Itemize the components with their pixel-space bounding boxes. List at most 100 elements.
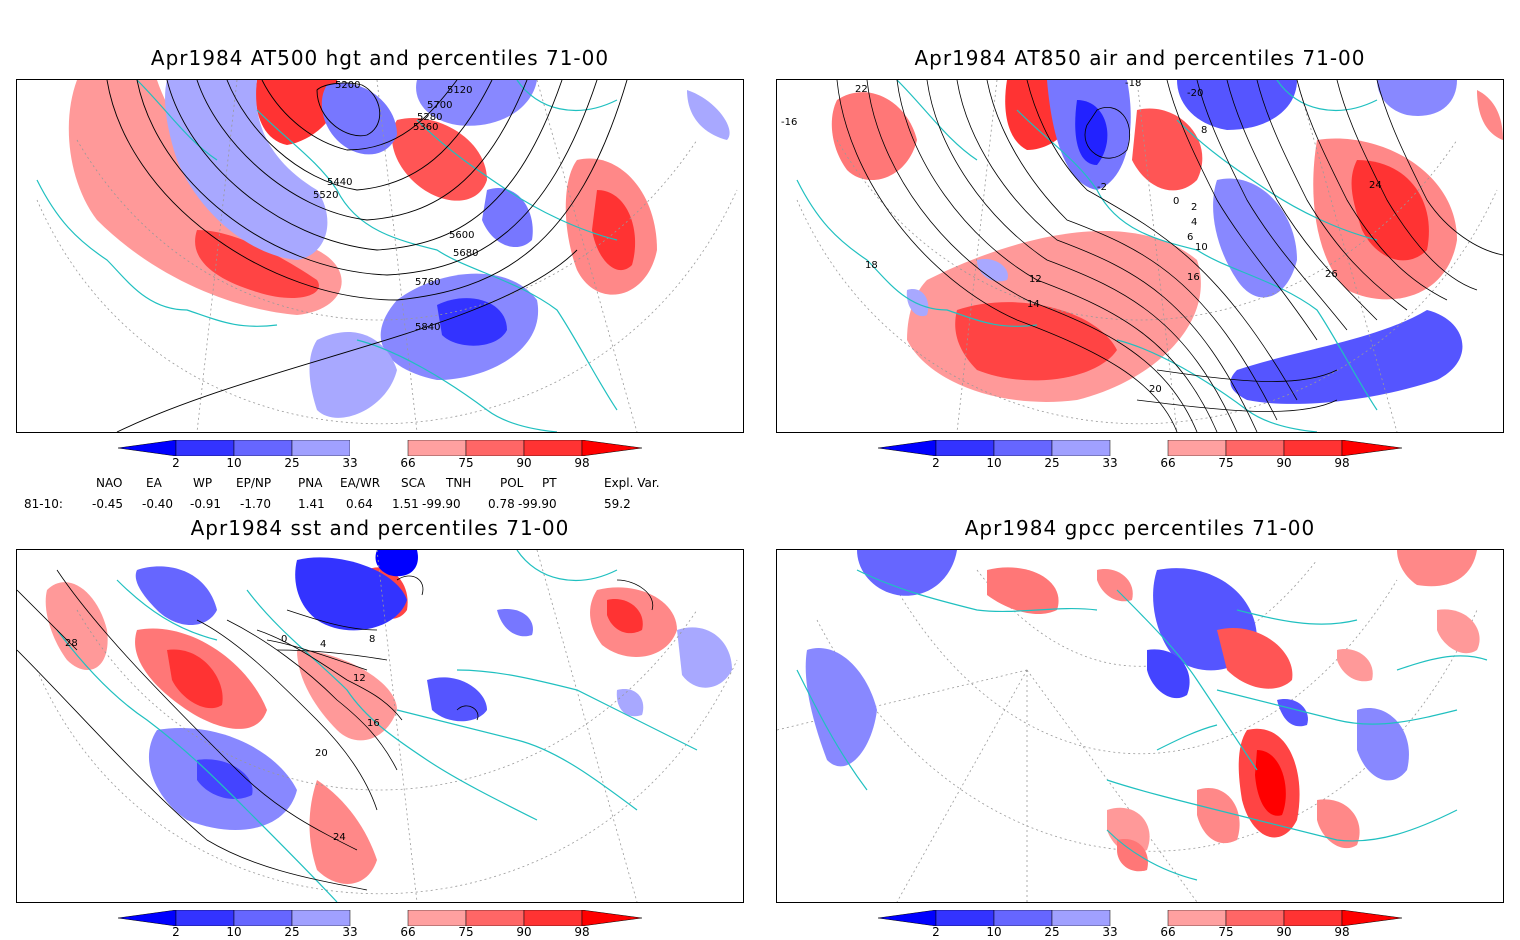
contour-label: 2 [1191,202,1197,213]
contour-label: 16 [367,718,380,729]
contour-label: 5440 [327,177,352,188]
contour-label: 4 [1191,217,1197,228]
contour-label: -2 [1097,182,1107,193]
contour-labels: 5120 5200 5280 5360 5440 5520 5600 5680 … [313,80,478,333]
contour-labels: 0 4 8 12 16 20 24 28 [65,634,380,843]
index-value: -99.90 [518,497,557,511]
colorbar-label: 2 [172,456,180,470]
contour-label: 12 [353,673,366,684]
colorbar-swatches [877,439,1403,457]
contour-label: 24 [1369,180,1382,191]
contour-label: 20 [315,748,328,759]
index-header: NAO [96,476,123,490]
map-panel-hgt500: 5120 5200 5280 5360 5440 5520 5600 5680 … [16,79,744,433]
colorbar-label: 75 [458,925,474,939]
index-header: PT [542,476,557,490]
index-value: -99.90 [422,497,461,511]
contour-label: 5840 [415,322,440,333]
contour-label: 18 [865,260,878,271]
panel-title-sst: Apr1984 sst and percentiles 71-00 [190,516,570,540]
panel-title-air850: Apr1984 AT850 air and percentiles 71-00 [914,46,1366,70]
colorbar-label: 33 [1102,456,1118,470]
contour-label: 5600 [449,230,474,241]
map-panel-gpcc [776,549,1504,903]
index-value: 0.78 [488,497,515,511]
temperature-contours [836,80,1503,432]
contour-label: 12 [1029,274,1042,285]
contour-label: 24 [333,832,346,843]
index-header: EA [146,476,162,490]
contour-label: 5280 [417,112,442,123]
colorbar-label: 25 [1044,925,1060,939]
colorbar-air850: 2 10 25 33 66 75 90 98 [877,439,1403,474]
contour-label: 5680 [453,248,478,259]
colorbar-label: 90 [516,925,532,939]
height-contours [106,80,628,432]
colorbar-label: 90 [1276,925,1292,939]
index-header: WP [193,476,213,490]
sst-contours [17,569,654,891]
colorbar-swatches [117,439,643,457]
contour-label: 8 [369,634,375,645]
colorbar-label: 98 [1334,456,1350,470]
index-value: -0.91 [190,497,222,511]
colorbar-label: 75 [1218,456,1234,470]
index-value: 1.41 [298,497,325,511]
index-row-label: 81-10: [24,497,63,511]
graticule [36,80,738,432]
colorbar-label: 90 [1276,456,1292,470]
colorbar-label: 2 [172,925,180,939]
coastlines [56,550,698,902]
colorbar-label: 10 [226,925,242,939]
colorbar-label: 90 [516,456,532,470]
contour-label: 4 [320,639,326,650]
anomaly-shading [45,550,732,884]
colorbar-label: 98 [574,925,590,939]
contour-label: 28 [65,638,78,649]
colorbar-label: 25 [284,456,300,470]
index-header: EA/WR [340,476,381,490]
contour-label: 5120 [447,85,472,96]
contour-label: 5700 [427,100,452,111]
contour-label: 10 [1195,242,1208,253]
contour-label: 14 [1027,299,1040,310]
colorbar-label: 10 [986,456,1002,470]
index-value: -0.45 [92,497,124,511]
colorbar-swatches [117,909,643,927]
colorbar-label: 98 [574,456,590,470]
index-header: TNH [446,476,472,490]
index-header: EP/NP [236,476,272,490]
colorbar-label: 33 [1102,925,1118,939]
graticule [36,550,738,902]
contour-label: 5520 [313,190,338,201]
contour-label: 0 [281,634,287,645]
coastlines [796,80,1378,432]
colorbar-label: 2 [932,925,940,939]
colorbar-label: 75 [1218,925,1234,939]
anomaly-shading [68,80,730,418]
graticule [796,80,1498,432]
contour-label: 22 [855,84,868,95]
colorbar-label: 10 [986,925,1002,939]
colorbar-swatches [877,909,1403,927]
contour-label: 5360 [413,122,438,133]
coastlines [36,80,618,432]
colorbar-sst: 2 10 25 33 66 75 90 98 [117,909,643,940]
contour-label: 0 [1173,196,1179,207]
index-header: SCA [401,476,426,490]
contour-labels: -20 -18 -16 -2 0 2 4 6 8 10 12 14 16 18 … [781,80,1382,395]
index-header: Expl. Var. [604,476,660,490]
contour-label: 16 [1187,272,1200,283]
colorbar-label: 75 [458,456,474,470]
colorbar-label: 98 [1334,925,1350,939]
index-value: 0.64 [346,497,373,511]
colorbar-label: 25 [284,925,300,939]
contour-label: 20 [1149,384,1162,395]
colorbar-gpcc: 2 10 25 33 66 75 90 98 [877,909,1403,940]
contour-label: -20 [1187,88,1203,99]
colorbar-label: 33 [342,925,358,939]
panel-title-gpcc: Apr1984 gpcc percentiles 71-00 [964,516,1316,540]
colorbar-label: 2 [932,456,940,470]
contour-label: 26 [1325,269,1338,280]
map-panel-air850: -20 -18 -16 -2 0 2 4 6 8 10 12 14 16 18 … [776,79,1504,433]
